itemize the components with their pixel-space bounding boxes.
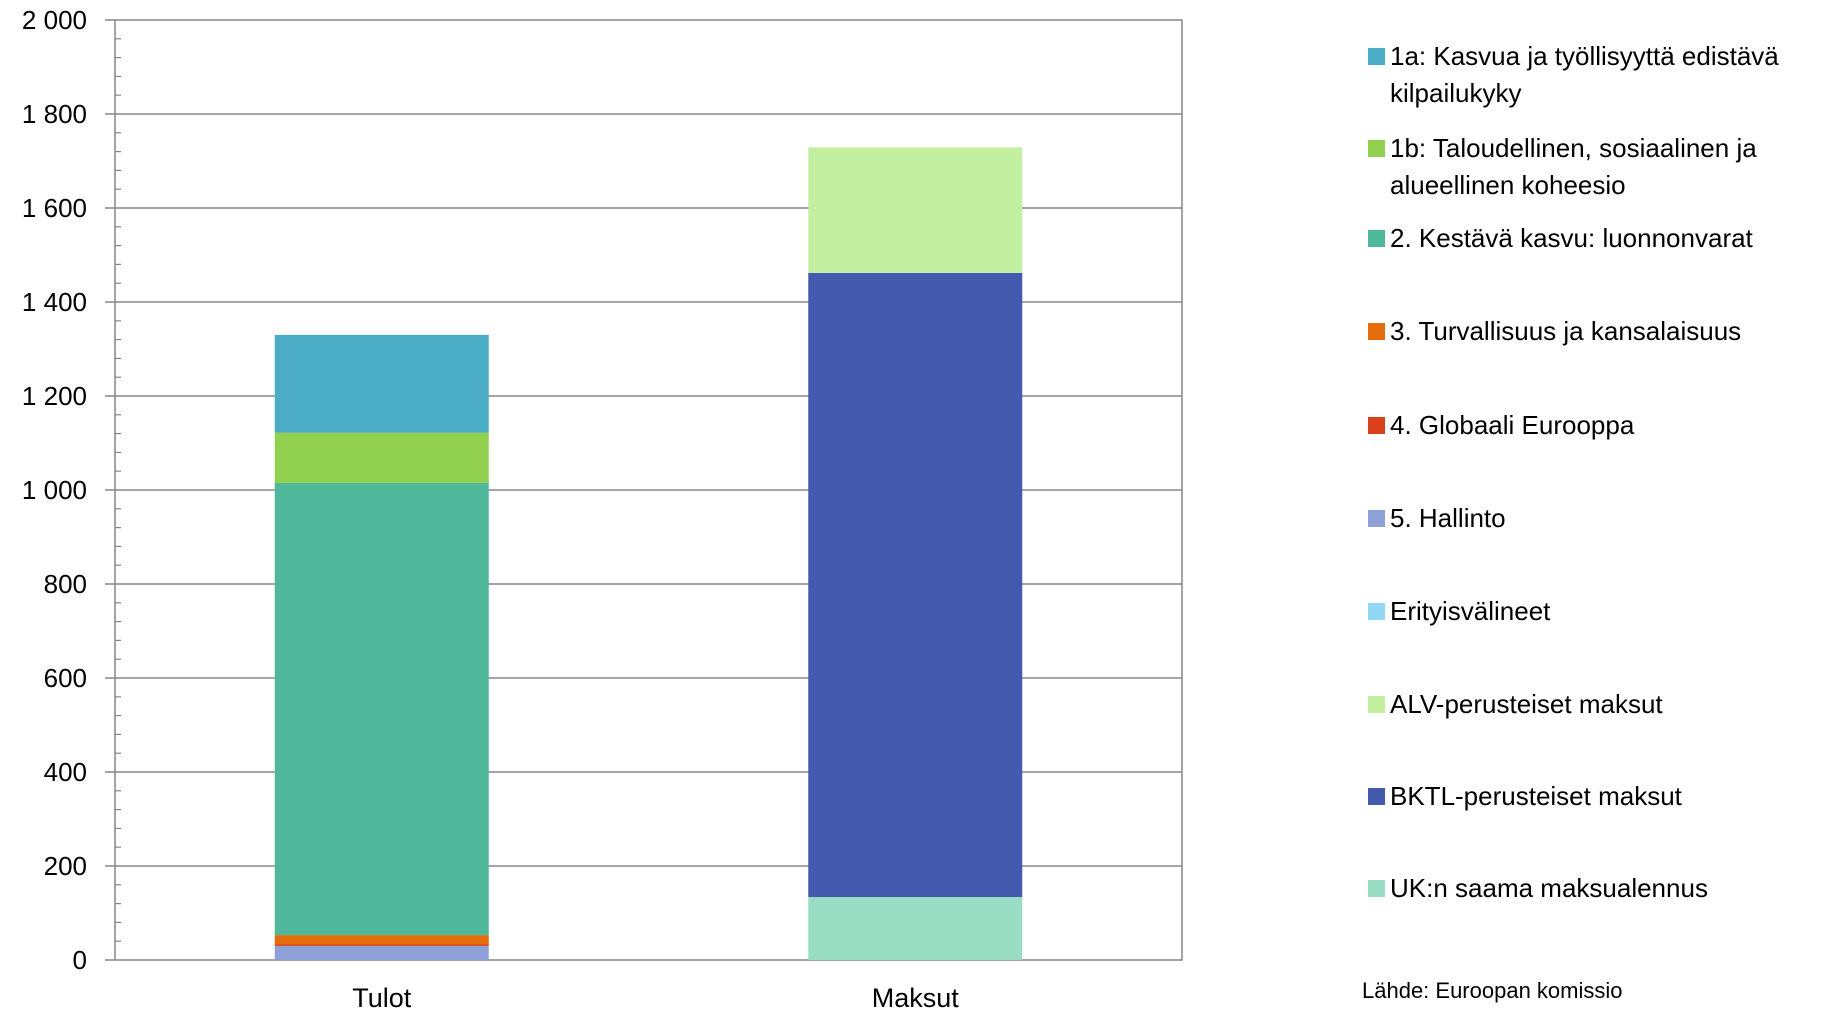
bar-segment xyxy=(808,272,1023,898)
y-tick-label: 200 xyxy=(44,851,87,881)
legend-item: UK:n saama maksualennus xyxy=(1368,870,1828,907)
legend-swatch xyxy=(1368,48,1385,65)
legend-label: 5. Hallinto xyxy=(1390,503,1506,533)
bar-segment xyxy=(274,945,489,960)
legend-swatch xyxy=(1368,417,1385,434)
legend-item: Erityisvälineet xyxy=(1368,593,1828,630)
y-tick-label: 800 xyxy=(44,569,87,599)
legend-label: 2. Kestävä kasvu: luonnonvarat xyxy=(1390,223,1753,253)
y-tick-label: 1 200 xyxy=(22,381,87,411)
legend-item: ALV-perusteiset maksut xyxy=(1368,686,1828,723)
legend-item: 2. Kestävä kasvu: luonnonvarat xyxy=(1368,220,1828,257)
bar-segment xyxy=(274,482,489,936)
legend-label: 4. Globaali Eurooppa xyxy=(1390,410,1635,440)
legend-item: 1a: Kasvua ja työllisyyttä edistävä kilp… xyxy=(1368,38,1828,112)
x-axis: Tulot Maksut xyxy=(352,983,959,1013)
y-tick-label: 1 000 xyxy=(22,475,87,505)
y-tick-label: 0 xyxy=(73,945,87,975)
y-axis: 0 200 400 600 800 1 000 1 200 1 400 1 600 1 800 2 … xyxy=(22,5,121,975)
legend-swatch xyxy=(1368,788,1385,805)
legend-label: UK:n saama maksualennus xyxy=(1390,873,1708,903)
legend-swatch xyxy=(1368,603,1385,620)
legend-label: ALV-perusteiset maksut xyxy=(1390,689,1663,719)
y-tick-label: 2 000 xyxy=(22,5,87,35)
y-tick-label: 600 xyxy=(44,663,87,693)
legend-item: 3. Turvallisuus ja kansalaisuus xyxy=(1368,313,1828,350)
source-note: Lähde: Euroopan komissio xyxy=(1362,978,1623,1003)
legend-swatch xyxy=(1368,140,1385,157)
legend-swatch xyxy=(1368,230,1385,247)
y-tick-label: 1 400 xyxy=(22,287,87,317)
bar-segment xyxy=(274,935,489,945)
legend-item: 5. Hallinto xyxy=(1368,500,1828,537)
y-tick-label: 1 800 xyxy=(22,99,87,129)
bar-segment xyxy=(808,147,1023,273)
legend-item: BKTL-perusteiset maksut xyxy=(1368,778,1828,815)
stacked-bar-chart: 0 200 400 600 800 1 000 1 200 1 400 1 600 1 800 2 … xyxy=(22,5,1183,1013)
x-tick-label: Maksut xyxy=(872,983,960,1013)
legend-swatch xyxy=(1368,696,1385,713)
bar-segment xyxy=(274,432,489,483)
legend-label: BKTL-perusteiset maksut xyxy=(1390,781,1682,811)
legend-item: 1b: Taloudellinen, sosiaalinen ja alueel… xyxy=(1368,130,1828,204)
bar-segment xyxy=(274,944,489,946)
legend-item: 4. Globaali Eurooppa xyxy=(1368,407,1828,444)
bar-segment xyxy=(274,334,489,433)
legend-label: Erityisvälineet xyxy=(1390,596,1551,626)
y-tick-label: 400 xyxy=(44,757,87,787)
legend-swatch xyxy=(1368,323,1385,340)
legend-label: 1b: Taloudellinen, sosiaalinen ja alueel… xyxy=(1390,133,1757,200)
bar-segment xyxy=(808,897,1023,960)
legend-label: 1a: Kasvua ja työllisyyttä edistävä kilp… xyxy=(1390,41,1779,108)
bars xyxy=(274,147,1023,960)
y-tick-label: 1 600 xyxy=(22,193,87,223)
legend-swatch xyxy=(1368,880,1385,897)
legend-swatch xyxy=(1368,510,1385,527)
x-tick-label: Tulot xyxy=(352,983,412,1013)
legend-label: 3. Turvallisuus ja kansalaisuus xyxy=(1390,316,1742,346)
